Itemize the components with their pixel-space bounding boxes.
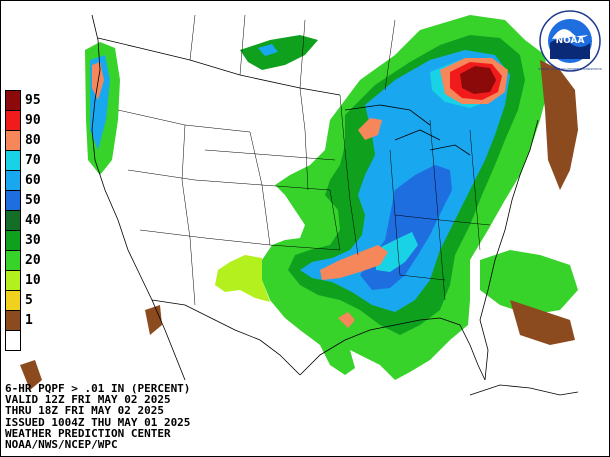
shade-60-band bbox=[300, 50, 510, 312]
legend-label: 50 bbox=[25, 193, 41, 208]
shade-20-gulf bbox=[300, 330, 355, 375]
shade-70-band bbox=[375, 232, 418, 272]
legend-swatch: 1 bbox=[5, 310, 33, 331]
noaa-logo: NOAA NATIONAL OCEANIC AND ATMOSPHERIC AD… bbox=[538, 10, 602, 72]
legend-label: 10 bbox=[25, 273, 41, 288]
legend-swatch: 70 bbox=[5, 150, 41, 171]
map-caption: 6-HR PQPF > .01 IN (PERCENT) VALID 12Z F… bbox=[5, 383, 190, 450]
legend-swatch: 90 bbox=[5, 110, 41, 131]
legend-label: 60 bbox=[25, 173, 41, 188]
great-lakes bbox=[344, 104, 471, 156]
caption-agency: NOAA/NWS/NCEP/WPC bbox=[5, 438, 118, 452]
legend-swatch: 95 bbox=[5, 90, 41, 111]
probability-shading bbox=[20, 15, 578, 390]
caribbean-coast bbox=[469, 384, 579, 396]
probability-legend: 95 90 80 70 60 50 40 30 20 10 5 1 bbox=[5, 90, 41, 351]
caption-product: 6-HR PQPF > .01 IN (PERCENT) bbox=[5, 382, 191, 395]
legend-label: 70 bbox=[25, 153, 41, 168]
mexico-border bbox=[151, 299, 301, 376]
legend-swatch: 10 bbox=[5, 270, 41, 291]
caption-thru: THRU 18Z FRI MAY 02 2025 bbox=[5, 404, 164, 418]
legend-swatch: 80 bbox=[5, 130, 41, 151]
shade-80-lakes bbox=[358, 118, 382, 140]
shade-5-east-edge bbox=[215, 255, 270, 302]
legend-label: 40 bbox=[25, 213, 41, 228]
noaa-logo-text: NOAA bbox=[556, 36, 585, 46]
legend-swatch: 5 bbox=[5, 290, 33, 311]
caption-center: WEATHER PREDICTION CENTER bbox=[5, 426, 171, 440]
gulf-coast bbox=[299, 317, 486, 381]
noaa-ring-text: NATIONAL OCEANIC AND ATMOSPHERIC ADMINIS… bbox=[538, 68, 601, 71]
legend-swatch: 40 bbox=[5, 210, 41, 231]
legend-label: 30 bbox=[25, 233, 41, 248]
legend-label: 90 bbox=[25, 113, 41, 128]
legend-label: 95 bbox=[25, 93, 41, 108]
legend-swatch: 20 bbox=[5, 250, 41, 271]
shade-1-atlantic bbox=[510, 300, 575, 345]
shade-1-northeast bbox=[540, 60, 578, 190]
shade-60-dakotas bbox=[258, 44, 278, 56]
west-coast bbox=[91, 14, 186, 381]
atlantic-coast bbox=[479, 119, 539, 381]
caption-issued: ISSUED 1004Z THU MAY 01 2025 bbox=[5, 415, 191, 429]
caption-valid: VALID 12Z FRI MAY 02 2025 bbox=[5, 393, 171, 407]
legend-label: 1 bbox=[25, 313, 33, 328]
shade-1-southwest bbox=[145, 305, 162, 335]
shade-80-texas bbox=[338, 312, 355, 328]
shade-20-atlantic bbox=[480, 250, 578, 315]
legend-swatch: 30 bbox=[5, 230, 41, 251]
legend-label: 5 bbox=[25, 293, 33, 308]
legend-swatch: 60 bbox=[5, 170, 41, 191]
legend-label: 20 bbox=[25, 253, 41, 268]
canada-border bbox=[97, 37, 341, 96]
shade-95-northeast bbox=[460, 66, 496, 94]
canada-provinces bbox=[189, 14, 396, 91]
legend-swatch bbox=[5, 330, 21, 351]
state-lines bbox=[117, 87, 491, 306]
legend-label: 80 bbox=[25, 133, 41, 148]
legend-swatch: 50 bbox=[5, 190, 41, 211]
boundary-lines bbox=[91, 14, 579, 396]
shade-80-plains bbox=[320, 245, 388, 280]
shade-1-baja bbox=[20, 360, 42, 390]
shade-30-dakotas bbox=[240, 35, 318, 70]
